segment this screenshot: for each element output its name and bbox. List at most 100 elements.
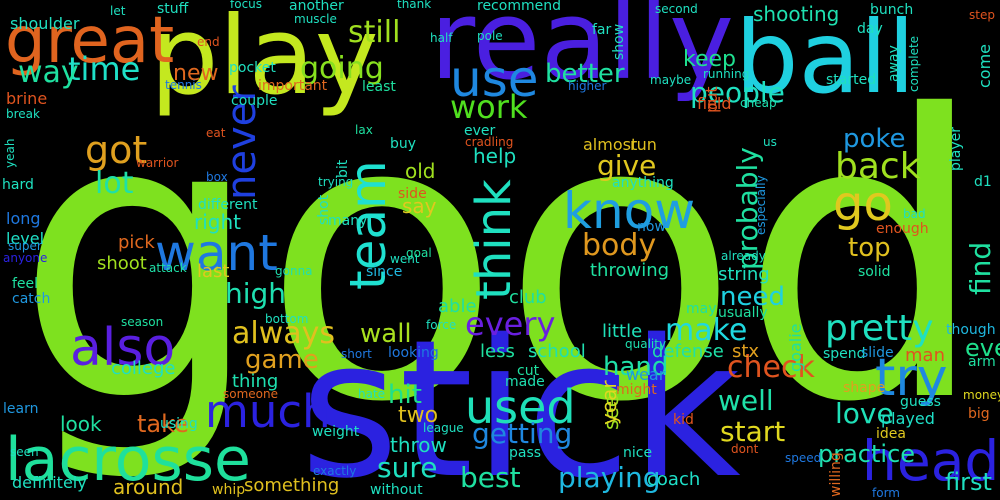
word-side: side xyxy=(398,186,427,202)
word-stuff: stuff xyxy=(157,1,189,17)
word-check: check xyxy=(727,350,815,385)
word-couple: couple xyxy=(231,93,278,109)
word-arm: arm xyxy=(968,354,996,370)
word-wear: wear xyxy=(626,365,666,384)
word-might: might xyxy=(616,382,657,398)
word-sure: sure xyxy=(377,451,437,484)
word-man: man xyxy=(905,345,945,366)
word-still: still xyxy=(348,15,400,50)
word-try: try xyxy=(875,348,948,408)
word-learn: learn xyxy=(3,401,38,417)
word-lax: lax xyxy=(355,123,373,137)
word-now: now xyxy=(637,219,666,235)
word-bit: bit xyxy=(335,159,351,178)
word-put: put xyxy=(702,86,721,113)
word-play: play xyxy=(150,0,379,119)
word-step: step xyxy=(969,8,995,22)
word-started: started xyxy=(826,72,876,88)
word-take: take xyxy=(137,410,189,438)
word-ball: ball xyxy=(735,0,915,116)
word-last: last xyxy=(197,261,229,282)
word-goalie: goalie xyxy=(786,324,805,372)
word-high: high xyxy=(225,277,286,310)
word-lacrosse: lacrosse xyxy=(5,425,251,495)
word-enough: enough xyxy=(876,221,929,237)
word-college: college xyxy=(111,358,176,379)
word-thank: thank xyxy=(397,0,431,11)
word-probably: probably xyxy=(731,147,764,270)
word-played: played xyxy=(881,409,935,428)
word-shoulder: shoulder xyxy=(10,14,80,33)
word-give: give xyxy=(597,149,656,182)
word-shoot: shoot xyxy=(97,253,147,274)
word-half: half xyxy=(430,31,453,45)
word-someone: someone xyxy=(223,387,278,401)
word-love: love xyxy=(835,397,894,430)
word-goal: goal xyxy=(406,246,432,260)
word-best: best xyxy=(460,461,521,494)
word-old: old xyxy=(405,159,436,183)
word-brine: brine xyxy=(6,89,47,108)
word-throw: throw xyxy=(390,433,447,457)
word-better: better xyxy=(545,59,625,89)
word-hand: hand xyxy=(603,352,668,382)
word-first: first xyxy=(945,468,992,496)
word-buy: buy xyxy=(390,136,416,152)
word-new: new xyxy=(173,61,218,86)
word-definitely: definitely xyxy=(12,473,87,492)
word-warrior: warrior xyxy=(136,156,179,170)
word-solid: solid xyxy=(858,264,891,280)
word-really: really xyxy=(430,0,734,104)
word-tennis: tennis xyxy=(165,78,202,92)
word-higher: higher xyxy=(568,79,607,93)
word-least: least xyxy=(362,79,396,95)
word-guess: guess xyxy=(900,394,941,410)
word-speed: speed xyxy=(785,451,821,465)
word-need: need xyxy=(720,282,785,312)
word-team: team xyxy=(339,160,397,290)
word-another: another xyxy=(289,0,344,14)
word-go: go xyxy=(833,176,893,232)
word-short: short xyxy=(341,347,372,361)
word-spend: spend xyxy=(823,346,866,362)
word-cheap: cheap xyxy=(740,96,777,110)
word-getting: getting xyxy=(472,417,572,450)
word-practice: practice xyxy=(818,440,915,468)
word-went: went xyxy=(390,252,420,266)
word-something: something xyxy=(244,475,339,496)
word-pick: pick xyxy=(118,232,155,253)
word-much: much xyxy=(205,385,331,438)
word-weight: weight xyxy=(312,424,360,440)
word-want: want xyxy=(155,224,278,282)
word-second: second xyxy=(655,2,698,16)
word-also: also xyxy=(70,318,175,378)
word-feel: feel xyxy=(12,276,38,292)
word-seen: seen xyxy=(10,445,39,459)
word-hard: hard xyxy=(2,177,34,193)
word-end: end xyxy=(197,35,220,49)
word-thing: thing xyxy=(232,371,278,392)
word-quality: quality xyxy=(625,337,666,351)
word-playing: playing xyxy=(558,461,661,494)
word-yeah: yeah xyxy=(3,139,17,168)
word-throwing: throwing xyxy=(590,260,669,281)
word-player: player xyxy=(948,127,964,171)
word-pocket: pocket xyxy=(229,60,276,76)
word-head: head xyxy=(862,429,999,493)
word-focus: focus xyxy=(230,0,262,11)
word-us: us xyxy=(763,135,777,149)
word-especially: especially xyxy=(754,175,768,235)
word-stx: stx xyxy=(732,341,759,362)
word-use: use xyxy=(450,50,539,108)
word-break: break xyxy=(6,107,40,121)
word-run: run xyxy=(630,135,657,154)
word-complete: complete xyxy=(907,36,921,92)
word-force: force xyxy=(426,318,456,332)
word-cradling: cradling xyxy=(465,135,513,149)
word-well: well xyxy=(718,384,774,417)
word-poke: poke xyxy=(843,124,906,154)
word-school: school xyxy=(528,341,586,362)
word-idea: idea xyxy=(876,426,906,442)
word-slide: slide xyxy=(861,345,894,361)
word-stick: stick xyxy=(300,299,741,500)
